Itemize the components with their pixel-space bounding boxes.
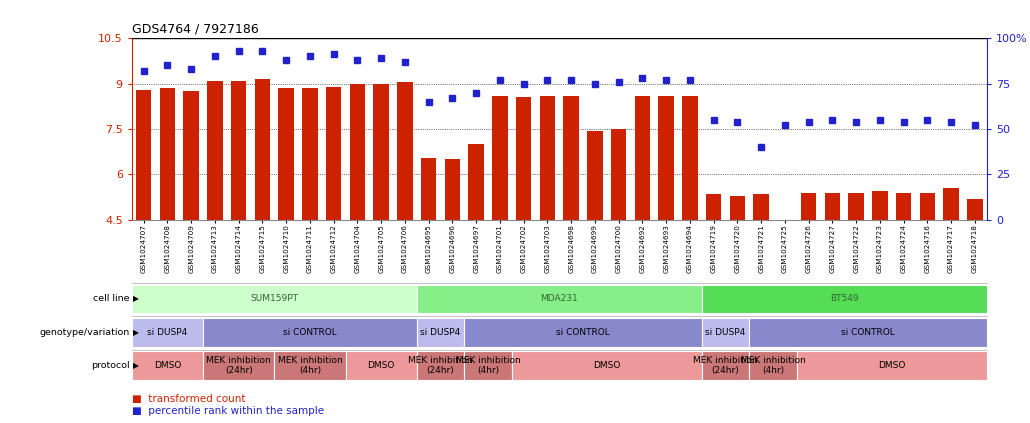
Text: genotype/variation: genotype/variation xyxy=(39,328,130,337)
Bar xyxy=(183,91,199,220)
Bar xyxy=(203,318,417,346)
Bar xyxy=(825,193,840,220)
Bar xyxy=(749,352,797,380)
Bar xyxy=(465,318,701,346)
Bar xyxy=(160,88,175,220)
Bar xyxy=(417,285,701,313)
Text: ■  percentile rank within the sample: ■ percentile rank within the sample xyxy=(132,406,324,416)
Bar xyxy=(967,199,983,220)
Bar xyxy=(398,82,413,220)
Text: ▶: ▶ xyxy=(133,328,139,337)
Text: ▶: ▶ xyxy=(133,361,139,370)
Bar xyxy=(658,96,674,220)
Text: DMSO: DMSO xyxy=(878,361,905,370)
Bar xyxy=(563,96,579,220)
Bar xyxy=(701,318,749,346)
Bar xyxy=(872,191,888,220)
Text: MEK inhibition
(4hr): MEK inhibition (4hr) xyxy=(455,356,520,375)
Text: GDS4764 / 7927186: GDS4764 / 7927186 xyxy=(132,22,259,36)
Bar xyxy=(325,87,341,220)
Text: MEK inhibition
(24hr): MEK inhibition (24hr) xyxy=(206,356,271,375)
Bar xyxy=(749,318,987,346)
Bar xyxy=(516,97,531,220)
Text: ■  transformed count: ■ transformed count xyxy=(132,394,245,404)
Bar xyxy=(278,88,294,220)
Bar xyxy=(374,84,389,220)
Text: protocol: protocol xyxy=(91,361,130,370)
Bar xyxy=(587,131,603,220)
Text: MEK inhibition
(24hr): MEK inhibition (24hr) xyxy=(693,356,758,375)
Bar xyxy=(350,84,366,220)
Bar xyxy=(492,96,508,220)
Bar xyxy=(254,79,270,220)
Bar xyxy=(465,352,512,380)
Bar xyxy=(132,285,417,313)
Bar xyxy=(421,158,437,220)
Text: si DUSP4: si DUSP4 xyxy=(706,328,746,337)
Bar xyxy=(132,352,203,380)
Text: MEK inhibition
(4hr): MEK inhibition (4hr) xyxy=(277,356,342,375)
Bar xyxy=(801,193,817,220)
Bar xyxy=(512,352,701,380)
Text: cell line: cell line xyxy=(93,294,130,303)
Bar xyxy=(302,88,317,220)
Text: MEK inhibition
(24hr): MEK inhibition (24hr) xyxy=(408,356,473,375)
Text: MEK inhibition
(4hr): MEK inhibition (4hr) xyxy=(741,356,805,375)
Bar xyxy=(540,96,555,220)
Bar xyxy=(706,194,721,220)
Bar xyxy=(701,352,749,380)
Bar xyxy=(729,196,745,220)
Bar xyxy=(417,318,465,346)
Text: DMSO: DMSO xyxy=(368,361,394,370)
Text: DMSO: DMSO xyxy=(593,361,620,370)
Text: SUM159PT: SUM159PT xyxy=(250,294,299,303)
Text: DMSO: DMSO xyxy=(153,361,181,370)
Bar xyxy=(611,129,626,220)
Text: ▶: ▶ xyxy=(133,294,139,303)
Text: MDA231: MDA231 xyxy=(541,294,578,303)
Text: si DUSP4: si DUSP4 xyxy=(147,328,187,337)
Bar xyxy=(274,352,345,380)
Text: BT549: BT549 xyxy=(830,294,859,303)
Bar xyxy=(231,80,246,220)
Bar xyxy=(417,352,465,380)
Bar xyxy=(943,188,959,220)
Text: si CONTROL: si CONTROL xyxy=(556,328,610,337)
Bar xyxy=(445,159,460,220)
Bar xyxy=(634,96,650,220)
Bar xyxy=(469,144,484,220)
Bar xyxy=(136,90,151,220)
Bar xyxy=(701,285,987,313)
Text: si CONTROL: si CONTROL xyxy=(842,328,895,337)
Bar xyxy=(753,194,768,220)
Bar xyxy=(797,352,987,380)
Bar xyxy=(682,96,697,220)
Text: si CONTROL: si CONTROL xyxy=(283,328,337,337)
Bar xyxy=(132,318,203,346)
Text: si DUSP4: si DUSP4 xyxy=(420,328,460,337)
Bar xyxy=(345,352,417,380)
Bar xyxy=(849,193,864,220)
Bar xyxy=(896,193,912,220)
Bar xyxy=(203,352,274,380)
Bar xyxy=(207,80,222,220)
Bar xyxy=(920,193,935,220)
